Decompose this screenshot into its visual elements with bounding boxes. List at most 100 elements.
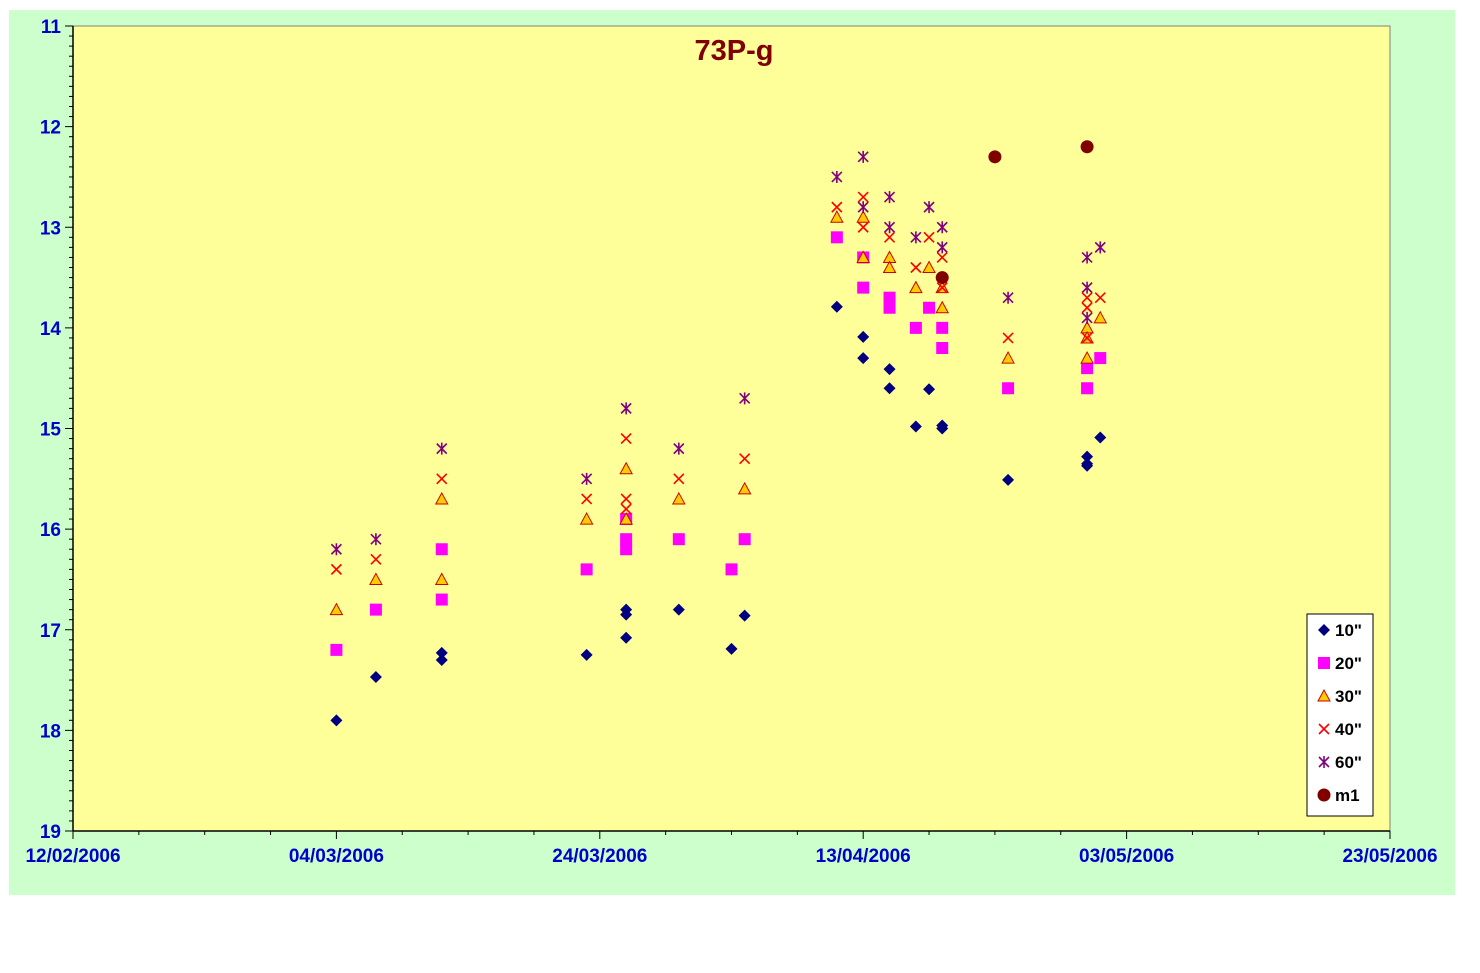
x-tick-label: 23/05/2006 bbox=[1342, 846, 1437, 867]
data-point bbox=[936, 221, 948, 234]
data-point bbox=[1002, 473, 1015, 486]
data-point bbox=[435, 653, 448, 666]
data-point bbox=[857, 352, 870, 365]
data-point bbox=[856, 210, 871, 223]
data-point bbox=[883, 301, 896, 314]
data-point bbox=[370, 553, 382, 565]
data-point bbox=[830, 231, 843, 244]
data-point bbox=[935, 271, 949, 285]
data-point bbox=[830, 300, 843, 313]
data-point bbox=[330, 543, 342, 556]
data-point bbox=[831, 170, 843, 183]
y-tick-label: 12 bbox=[40, 118, 61, 139]
data-point bbox=[672, 603, 685, 616]
data-point bbox=[1001, 351, 1015, 364]
data-point bbox=[620, 543, 633, 556]
data-point bbox=[620, 402, 632, 415]
data-point bbox=[620, 503, 632, 515]
data-point bbox=[1081, 292, 1093, 304]
data-point bbox=[739, 392, 751, 405]
data-points bbox=[329, 140, 1108, 727]
data-point bbox=[909, 420, 922, 433]
data-point bbox=[1002, 382, 1015, 395]
legend-label: 60" bbox=[1335, 753, 1362, 772]
legend-box bbox=[1306, 613, 1374, 817]
data-point bbox=[434, 491, 449, 505]
legend-marker bbox=[1318, 624, 1330, 636]
data-point bbox=[620, 432, 632, 445]
data-point bbox=[370, 533, 382, 546]
data-point bbox=[1080, 140, 1094, 154]
data-point bbox=[330, 643, 343, 656]
data-point bbox=[620, 533, 633, 546]
data-point bbox=[737, 481, 752, 495]
data-point bbox=[579, 512, 594, 525]
data-point bbox=[1094, 241, 1106, 254]
y-tick-label: 13 bbox=[40, 218, 61, 239]
data-point bbox=[909, 321, 922, 334]
data-point bbox=[857, 191, 869, 203]
series-4 bbox=[330, 150, 1106, 556]
data-point bbox=[1081, 459, 1094, 472]
x-tick-label: 24/03/2006 bbox=[552, 846, 647, 867]
plot-area bbox=[72, 25, 1391, 832]
data-point bbox=[435, 543, 448, 556]
data-point bbox=[1081, 251, 1093, 264]
chart-area: 11 12 13 14 15 16 17 18 19 12/02/2006 04/03/2006 24… bbox=[9, 10, 1455, 895]
data-point bbox=[330, 714, 343, 727]
x-tick-label: 12/02/2006 bbox=[25, 846, 120, 867]
data-point bbox=[330, 563, 342, 575]
series-5 bbox=[935, 140, 1094, 285]
data-point bbox=[329, 602, 344, 616]
data-point bbox=[1081, 311, 1093, 324]
data-point bbox=[936, 419, 949, 432]
data-point bbox=[988, 150, 1002, 164]
y-tick-label: 11 bbox=[41, 17, 62, 38]
data-point bbox=[436, 473, 448, 485]
data-point bbox=[856, 250, 871, 263]
legend-label: m1 bbox=[1335, 786, 1360, 805]
legend-marker bbox=[1317, 788, 1331, 802]
y-tick-label: 17 bbox=[40, 621, 61, 642]
data-point bbox=[857, 330, 870, 343]
legend-label: 20" bbox=[1335, 654, 1362, 673]
data-point bbox=[580, 648, 593, 661]
y-tick-label: 15 bbox=[40, 420, 62, 441]
data-point bbox=[882, 260, 897, 273]
data-point bbox=[936, 282, 948, 294]
data-point bbox=[1080, 351, 1094, 364]
legend-label: 10" bbox=[1335, 621, 1362, 640]
y-tick-label: 18 bbox=[40, 721, 61, 742]
data-point bbox=[1081, 302, 1093, 314]
y-tick-label: 19 bbox=[40, 822, 61, 843]
data-point bbox=[620, 493, 632, 505]
data-point bbox=[580, 563, 593, 576]
data-point bbox=[620, 631, 633, 644]
data-point bbox=[936, 251, 948, 264]
data-point bbox=[883, 363, 896, 376]
series-3 bbox=[330, 191, 1106, 575]
data-point bbox=[922, 260, 936, 273]
data-point bbox=[619, 461, 633, 475]
data-point bbox=[581, 472, 593, 485]
data-point bbox=[436, 442, 448, 455]
legend: 10" 20" 30" 40" 60" m1 bbox=[1306, 613, 1374, 817]
data-point bbox=[923, 231, 935, 243]
data-point bbox=[923, 383, 936, 396]
data-point bbox=[434, 572, 449, 585]
data-point bbox=[1081, 382, 1094, 395]
data-point bbox=[725, 563, 738, 576]
data-point bbox=[1081, 332, 1093, 344]
data-point bbox=[1094, 431, 1107, 444]
legend-marker bbox=[1318, 723, 1330, 735]
data-point bbox=[1093, 310, 1108, 324]
data-point bbox=[857, 281, 870, 294]
series-0 bbox=[330, 300, 1107, 727]
data-point bbox=[910, 261, 922, 274]
data-point bbox=[923, 301, 936, 314]
y-tick-label: 16 bbox=[40, 520, 61, 541]
legend-marker bbox=[1318, 657, 1330, 669]
data-point bbox=[857, 221, 869, 233]
data-point bbox=[1002, 291, 1014, 304]
data-point bbox=[738, 533, 751, 546]
